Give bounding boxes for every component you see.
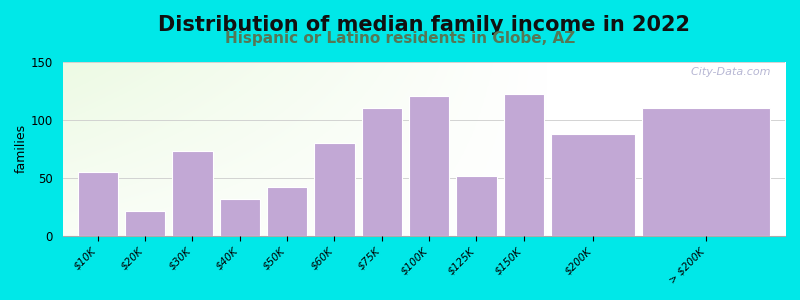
Bar — [267, 187, 307, 236]
Bar — [551, 134, 635, 236]
Bar — [642, 108, 770, 236]
Bar — [78, 172, 118, 236]
Text: Hispanic or Latino residents in Globe, AZ: Hispanic or Latino residents in Globe, A… — [225, 32, 575, 46]
Bar — [456, 176, 497, 236]
Y-axis label: families: families — [15, 124, 28, 173]
Bar — [409, 97, 450, 236]
Bar — [125, 211, 166, 236]
Bar — [220, 199, 260, 236]
Bar — [362, 108, 402, 236]
Title: Distribution of median family income in 2022: Distribution of median family income in … — [158, 15, 690, 35]
Text: City-Data.com: City-Data.com — [684, 67, 770, 77]
Bar — [172, 151, 213, 236]
Bar — [504, 94, 544, 236]
Bar — [314, 143, 354, 236]
